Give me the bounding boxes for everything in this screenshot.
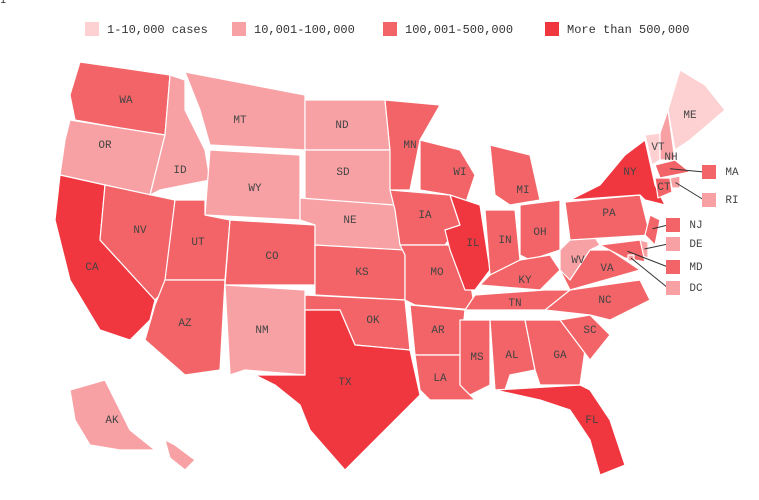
state-label: VT <box>651 142 665 154</box>
state <box>654 177 673 199</box>
callout-swatch <box>666 237 680 251</box>
state <box>644 214 661 246</box>
state-label: NJ <box>689 220 702 232</box>
state <box>224 284 306 376</box>
state-label: CO <box>265 251 279 263</box>
leader-line <box>669 168 705 173</box>
callout-swatch <box>666 260 680 274</box>
state-label: GA <box>553 350 567 362</box>
legend-label: 10,001-100,000 <box>254 23 355 37</box>
state <box>164 439 196 471</box>
state-label: MN <box>403 140 416 152</box>
state-label: WI <box>453 167 466 179</box>
legend-swatch <box>383 22 397 36</box>
state-label: MD <box>689 262 703 274</box>
state-label: NC <box>598 295 612 307</box>
state-label: NY <box>623 167 637 179</box>
state-label: AZ <box>178 318 192 330</box>
legend-label: 1-10,000 cases <box>107 23 208 37</box>
callout-swatch <box>666 281 680 295</box>
state-label: LA <box>433 373 447 385</box>
state-label: OH <box>533 227 546 239</box>
state-label: ND <box>335 120 349 132</box>
state-label: VA <box>600 263 614 275</box>
legend-swatch <box>232 22 246 36</box>
state-label: RI <box>725 195 738 207</box>
state-label: CT <box>657 182 671 194</box>
state-label: FL <box>585 415 598 427</box>
state-label: NV <box>133 225 147 237</box>
state-label: AK <box>105 415 119 427</box>
state <box>519 199 561 261</box>
state-label: SD <box>336 167 350 179</box>
state-label: MO <box>430 267 444 279</box>
state-label: MI <box>516 185 529 197</box>
callout-swatch <box>666 218 680 232</box>
state-label: IA <box>418 210 432 222</box>
state-label: KY <box>518 275 532 287</box>
state <box>459 319 491 396</box>
state-label: NE <box>343 215 357 227</box>
legend-label: More than 500,000 <box>567 23 689 37</box>
state-label: AL <box>505 350 518 362</box>
state <box>569 139 666 206</box>
state-label: TX <box>338 377 352 389</box>
state <box>489 144 541 206</box>
state <box>494 384 626 476</box>
state-label: ME <box>683 110 697 122</box>
state-label: WV <box>571 255 585 267</box>
state-label: MA <box>725 167 739 179</box>
state <box>444 194 491 291</box>
state-label: IN <box>498 235 511 247</box>
state-label: UT <box>191 237 205 249</box>
leader-line <box>675 182 705 201</box>
callout-swatch <box>702 193 716 207</box>
state <box>69 379 156 451</box>
state-label: WA <box>119 95 133 107</box>
state-label: SC <box>583 325 597 337</box>
state-label: IL <box>466 238 479 250</box>
state-label: HI <box>0 0 7 7</box>
state <box>254 309 421 471</box>
callout-swatch <box>702 165 716 179</box>
leader-line <box>627 250 669 268</box>
state <box>384 99 441 191</box>
state-label: DC <box>689 283 703 295</box>
state-label: TN <box>508 298 521 310</box>
legend-swatch <box>545 22 559 36</box>
leader-line <box>630 257 669 289</box>
state-label: OK <box>366 315 380 327</box>
state-label: ID <box>173 165 187 177</box>
legend-label: 100,001-500,000 <box>405 23 513 37</box>
state-label: NM <box>255 325 268 337</box>
state-label: AR <box>431 325 445 337</box>
state-label: MT <box>233 115 247 127</box>
state-label: KS <box>355 267 369 279</box>
state-label: MS <box>470 352 484 364</box>
state <box>667 69 726 151</box>
state <box>464 289 571 311</box>
state-label: CA <box>85 262 99 274</box>
legend-swatch <box>85 22 99 36</box>
state-label: DE <box>689 239 703 251</box>
state-label: OR <box>98 140 112 152</box>
state <box>559 314 611 361</box>
state-label: PA <box>602 208 616 220</box>
state-label: NH <box>664 152 677 164</box>
leader-line <box>644 243 669 250</box>
state-label: WY <box>248 183 262 195</box>
leader-line <box>652 224 669 230</box>
state <box>184 71 306 151</box>
